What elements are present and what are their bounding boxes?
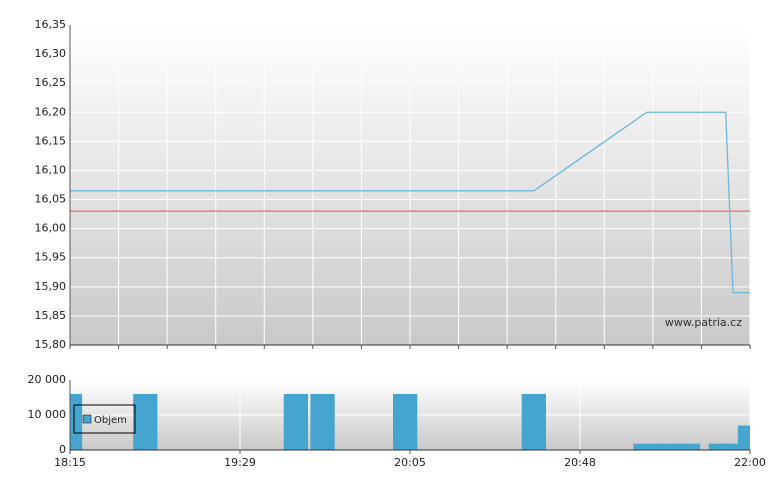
volume-bar [737, 425, 750, 450]
x-tick-label: 22:00 [734, 456, 766, 469]
legend-swatch [82, 414, 92, 424]
y-tick-label: 16,05 [35, 193, 67, 206]
y-tick-label: 15,90 [35, 280, 67, 293]
volume-bar [521, 394, 546, 450]
price-line [70, 111, 750, 294]
x-tick-label: 18:15 [54, 456, 86, 469]
volume-bar [633, 443, 658, 450]
legend-label: Objem [94, 415, 127, 426]
watermark: www.patria.cz [665, 316, 742, 329]
x-tick-label: 19:29 [224, 456, 256, 469]
y-tick-label: 15,95 [35, 251, 67, 264]
x-tick-label: 20:48 [564, 456, 596, 469]
y-tick-label: 16,25 [35, 76, 67, 89]
volume-bar [393, 394, 418, 450]
y-tick-label: 15,85 [35, 309, 67, 322]
y-tick-label: 16,35 [35, 18, 67, 31]
volume-bar [133, 394, 158, 450]
y-tick-label: 16,20 [35, 105, 67, 118]
volume-bar [657, 443, 682, 450]
y-tick-label: 16,30 [35, 47, 67, 60]
volume-bar [718, 443, 743, 450]
y-tick-label: 20 000 [28, 373, 67, 386]
y-tick-label: 16,00 [35, 222, 67, 235]
legend-box [73, 404, 136, 434]
volume-bar [310, 394, 335, 450]
y-tick-label: 15,80 [35, 338, 67, 351]
y-tick-label: 10 000 [28, 408, 67, 421]
y-tick-label: 16,15 [35, 134, 67, 147]
y-tick-label: 0 [59, 443, 66, 456]
volume-bar [283, 394, 308, 450]
volume-bar [675, 443, 701, 450]
volume-bar [70, 394, 83, 450]
y-tick-label: 16,10 [35, 163, 67, 176]
x-tick-label: 20:05 [394, 456, 426, 469]
